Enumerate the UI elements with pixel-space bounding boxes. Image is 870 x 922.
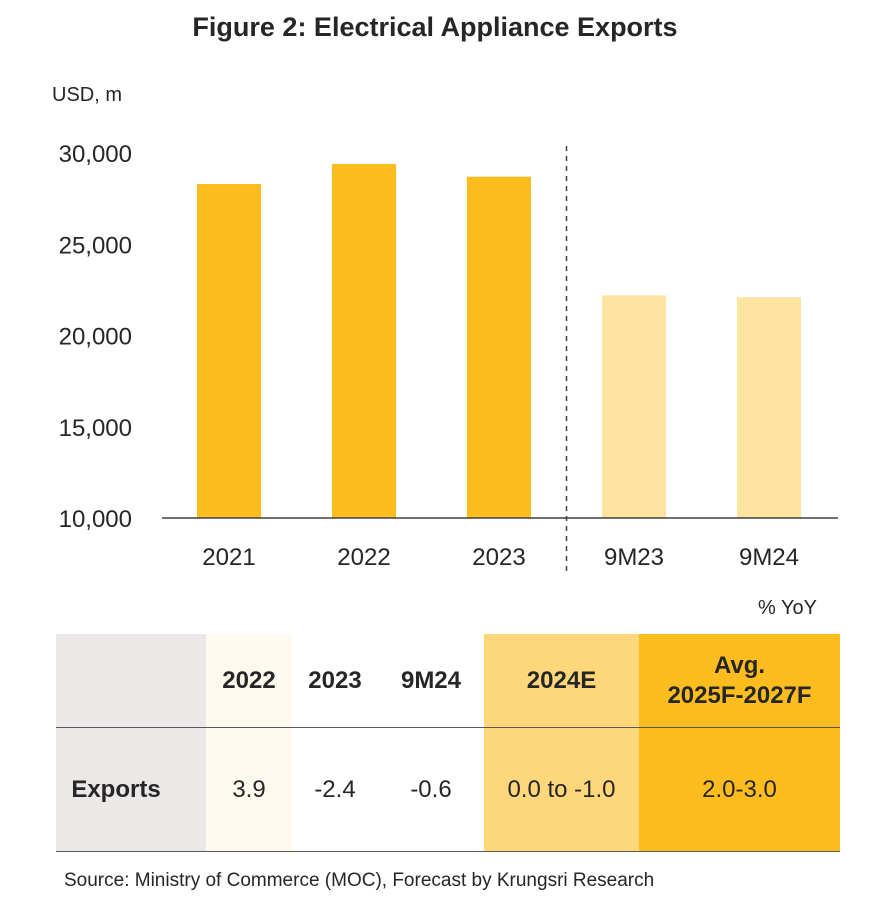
y-tick-label: 30,000 xyxy=(59,141,132,168)
row-label-exports: Exports xyxy=(71,775,161,803)
header-2022: 2022 xyxy=(222,666,276,694)
header-avg-line1: Avg. xyxy=(713,651,766,679)
value-9m24: -0.6 xyxy=(410,775,452,803)
value-2024e: 0.0 to -1.0 xyxy=(507,775,616,803)
value-2022: 3.9 xyxy=(232,775,266,803)
header-2023: 2023 xyxy=(308,666,362,694)
header-9m24: 9M24 xyxy=(400,666,462,694)
x-axis: 2021 2022 2023 9M23 9M24 xyxy=(162,146,838,576)
source-note: Source: Ministry of Commerce (MOC), Fore… xyxy=(64,870,655,891)
x-tick-label: 2021 xyxy=(202,544,255,571)
y-tick-label: 20,000 xyxy=(59,324,132,351)
y-tick-label: 10,000 xyxy=(59,506,132,533)
col-2023-band xyxy=(292,634,378,852)
table-unit-label: % YoY xyxy=(758,597,817,619)
label-column-band xyxy=(56,634,206,852)
col-2022-band xyxy=(206,634,292,852)
x-tick-label: 9M23 xyxy=(604,544,664,571)
value-avg: 2.0-3.0 xyxy=(702,775,777,803)
y-axis-unit-label: USD, m xyxy=(52,84,122,106)
header-avg: Avg. 2025F-2027F xyxy=(639,634,840,727)
col-9m24-band xyxy=(378,634,484,852)
col-2024e-band xyxy=(484,634,639,852)
bar-2023 xyxy=(467,176,531,518)
table-header-rule xyxy=(56,727,840,728)
bar-2021 xyxy=(197,184,261,518)
bar-9m23 xyxy=(602,295,666,518)
chart-title: Figure 2: Electrical Appliance Exports xyxy=(192,12,678,42)
bar-2022 xyxy=(332,163,396,518)
header-2024e: 2024E xyxy=(526,666,597,694)
value-2023: -2.4 xyxy=(314,775,356,803)
y-tick-label: 15,000 xyxy=(59,415,132,442)
x-tick-label: 2022 xyxy=(337,544,390,571)
y-tick-label: 25,000 xyxy=(59,232,132,259)
bar-chart: USD, m 10,000 15,000 20,000 25,000 30,000 202… xyxy=(52,84,838,576)
col-avg-band xyxy=(639,634,840,852)
x-tick-label: 9M24 xyxy=(739,544,799,571)
bar-9m24 xyxy=(737,297,801,518)
header-avg-line2: 2025F-2027F xyxy=(667,681,812,709)
x-tick-label: 2023 xyxy=(472,544,525,571)
table-bottom-rule xyxy=(56,851,840,852)
bars xyxy=(197,163,801,518)
growth-table: 2022 2023 9M24 2024E Avg. 2025F-2027F Ex… xyxy=(56,634,840,852)
y-axis: USD, m 10,000 15,000 20,000 25,000 30,000 xyxy=(52,84,132,533)
